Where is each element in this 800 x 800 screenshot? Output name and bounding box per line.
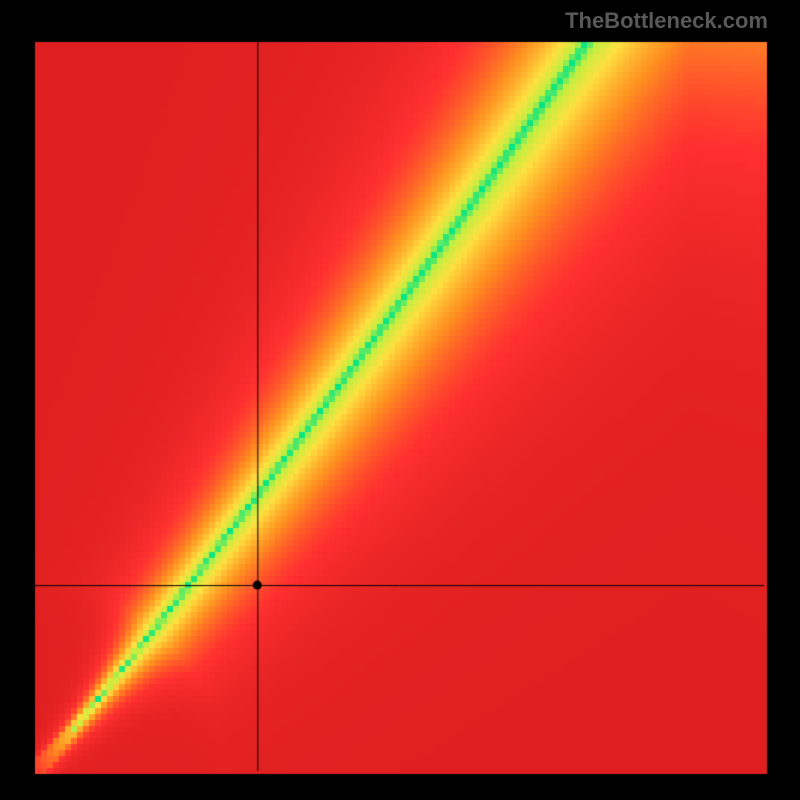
watermark-text: TheBottleneck.com <box>565 8 768 34</box>
bottleneck-heatmap <box>0 0 800 800</box>
